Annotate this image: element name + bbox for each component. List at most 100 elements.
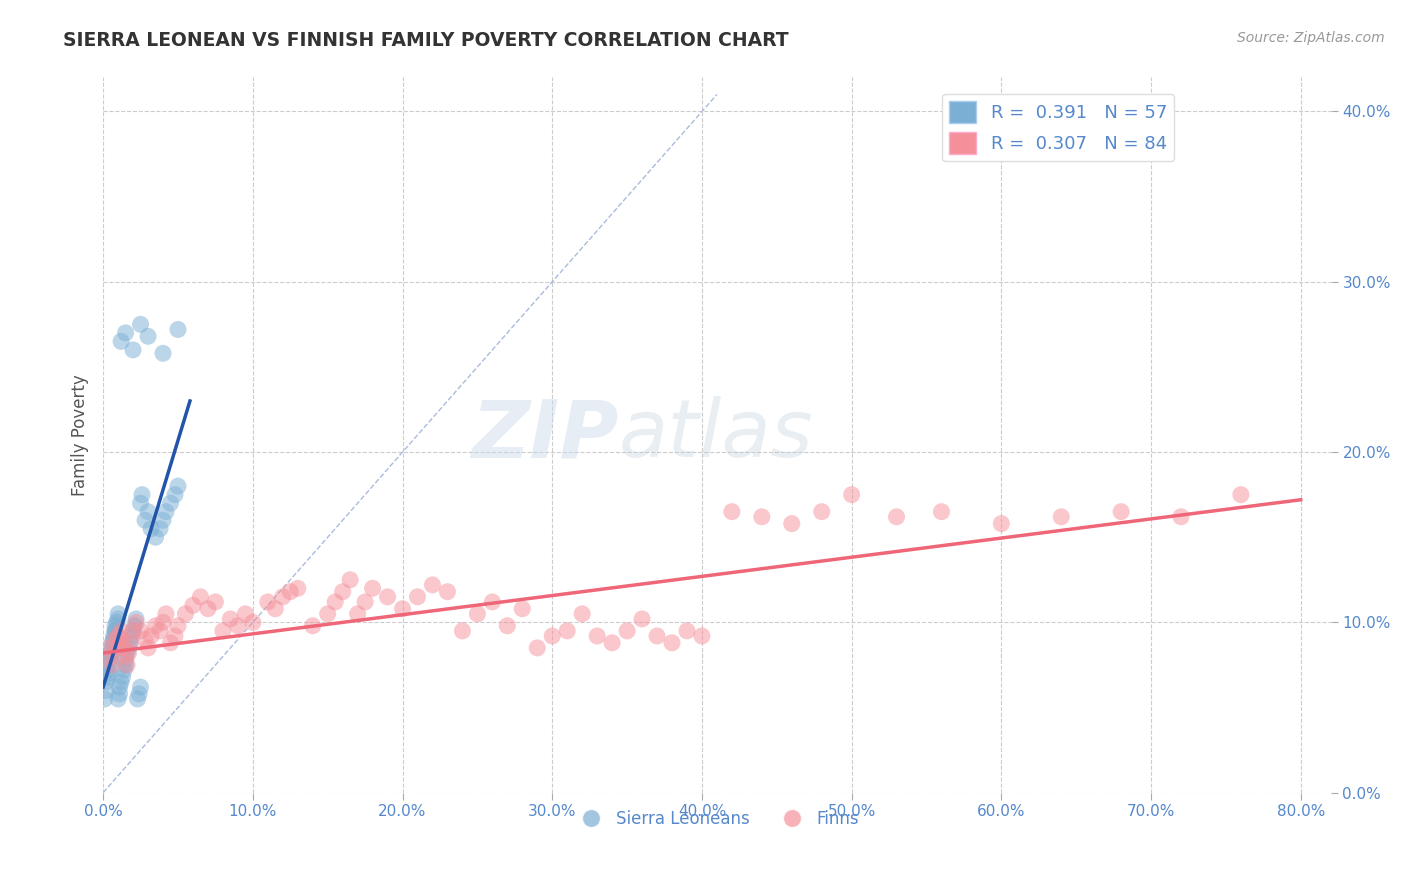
Point xyxy=(121,629,143,643)
Point xyxy=(97,663,120,677)
Point xyxy=(136,329,159,343)
Point xyxy=(242,615,264,630)
Point xyxy=(152,513,174,527)
Point xyxy=(1050,509,1073,524)
Point xyxy=(101,657,124,672)
Point xyxy=(167,479,190,493)
Point xyxy=(422,578,444,592)
Point xyxy=(115,646,138,660)
Point xyxy=(377,590,399,604)
Point xyxy=(167,322,190,336)
Point xyxy=(990,516,1012,531)
Point xyxy=(510,601,533,615)
Point xyxy=(111,670,134,684)
Point xyxy=(181,599,204,613)
Text: SIERRA LEONEAN VS FINNISH FAMILY POVERTY CORRELATION CHART: SIERRA LEONEAN VS FINNISH FAMILY POVERTY… xyxy=(63,31,789,50)
Text: atlas: atlas xyxy=(619,396,814,474)
Point xyxy=(145,530,167,544)
Point xyxy=(600,636,623,650)
Point xyxy=(129,496,152,510)
Point xyxy=(98,640,121,655)
Point xyxy=(931,505,953,519)
Point xyxy=(1109,505,1132,519)
Point xyxy=(114,653,136,667)
Point xyxy=(159,496,181,510)
Point xyxy=(100,646,122,660)
Point xyxy=(114,657,136,672)
Point xyxy=(301,619,323,633)
Point xyxy=(107,692,129,706)
Point xyxy=(204,595,226,609)
Point xyxy=(1230,488,1253,502)
Point xyxy=(98,657,121,672)
Point xyxy=(361,582,384,596)
Point xyxy=(152,346,174,360)
Point xyxy=(226,619,249,633)
Y-axis label: Family Poverty: Family Poverty xyxy=(72,374,89,496)
Point xyxy=(136,640,159,655)
Point xyxy=(481,595,503,609)
Point xyxy=(110,334,132,349)
Point xyxy=(174,607,197,621)
Point xyxy=(105,640,128,655)
Point xyxy=(107,612,129,626)
Point xyxy=(100,649,122,664)
Point xyxy=(541,629,564,643)
Point xyxy=(616,624,638,638)
Point xyxy=(112,663,135,677)
Point xyxy=(115,657,138,672)
Text: ZIP: ZIP xyxy=(471,396,619,474)
Point xyxy=(323,595,346,609)
Point xyxy=(129,318,152,332)
Point xyxy=(332,584,354,599)
Point xyxy=(94,675,117,690)
Point xyxy=(100,649,122,664)
Point xyxy=(339,573,361,587)
Point xyxy=(117,640,139,655)
Point xyxy=(93,692,115,706)
Point xyxy=(120,636,142,650)
Point xyxy=(112,640,135,655)
Point xyxy=(101,640,124,655)
Point xyxy=(159,636,181,650)
Point xyxy=(163,629,186,643)
Point xyxy=(139,522,162,536)
Point xyxy=(467,607,489,621)
Point xyxy=(111,632,134,647)
Point xyxy=(810,505,832,519)
Point xyxy=(354,595,377,609)
Point xyxy=(127,692,149,706)
Point xyxy=(107,629,129,643)
Point xyxy=(690,629,713,643)
Point xyxy=(451,624,474,638)
Point xyxy=(98,666,121,681)
Point xyxy=(94,683,117,698)
Point xyxy=(645,629,668,643)
Point xyxy=(107,607,129,621)
Point xyxy=(124,619,146,633)
Point xyxy=(406,590,429,604)
Point xyxy=(149,522,172,536)
Point xyxy=(233,607,256,621)
Point xyxy=(586,629,609,643)
Point xyxy=(287,582,309,596)
Point xyxy=(264,601,287,615)
Point xyxy=(110,624,132,638)
Point xyxy=(316,607,339,621)
Point xyxy=(661,636,683,650)
Point xyxy=(190,590,212,604)
Point xyxy=(751,509,773,524)
Point xyxy=(117,646,139,660)
Point xyxy=(134,632,156,647)
Point xyxy=(1170,509,1192,524)
Point xyxy=(163,488,186,502)
Point xyxy=(167,619,190,633)
Point xyxy=(131,488,153,502)
Point xyxy=(129,680,152,694)
Point xyxy=(155,607,177,621)
Point xyxy=(271,590,294,604)
Point xyxy=(122,343,145,357)
Point xyxy=(104,624,127,638)
Point xyxy=(496,619,519,633)
Point xyxy=(278,584,301,599)
